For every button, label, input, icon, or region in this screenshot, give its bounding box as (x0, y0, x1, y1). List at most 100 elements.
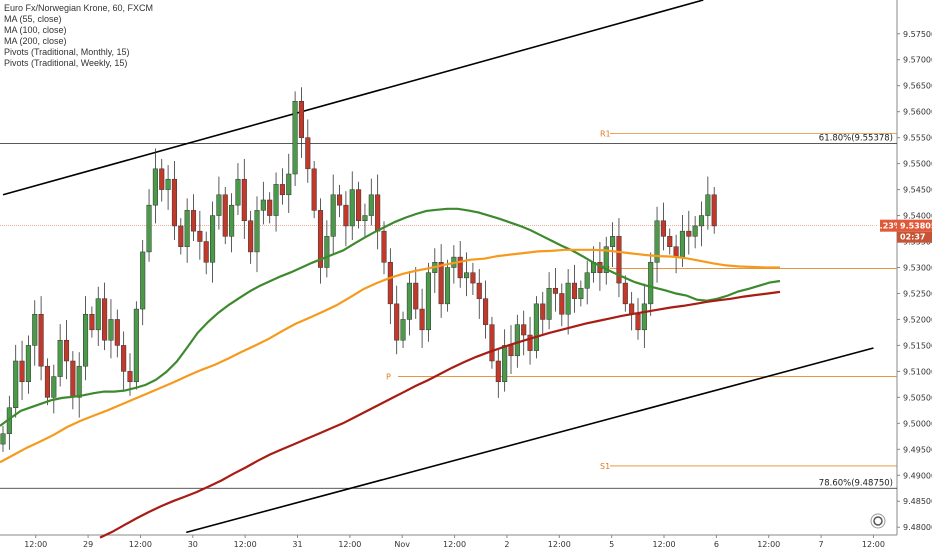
candle-down (190, 194, 197, 242)
ma200-line (99, 290, 781, 539)
x-tick-label: 31 (292, 540, 302, 549)
x-tick-label: 12:00 (129, 540, 152, 549)
candle-body (184, 210, 190, 247)
y-tick-label: 9.57500 (903, 30, 932, 39)
candle-body (483, 298, 489, 325)
candle-down (419, 288, 425, 349)
candle-body (533, 303, 539, 351)
candle-down (311, 161, 317, 219)
candle-down (305, 119, 311, 183)
candle-up (25, 335, 31, 394)
candle-body (83, 313, 89, 367)
logo-icon-inner (873, 516, 883, 526)
chart-legend: Euro Fx/Norwegian Krone, 60, FXCM MA (55… (4, 3, 153, 69)
candle-down (686, 210, 692, 255)
y-tick-label: 9.51500 (903, 341, 932, 350)
candle-body (559, 293, 565, 315)
candle-body (565, 282, 571, 315)
candle-body (63, 339, 70, 362)
candle-down (660, 202, 666, 251)
price-badge (897, 219, 932, 232)
candle-up (6, 395, 12, 450)
candle-body (95, 298, 101, 331)
x-tick-label: 7 (819, 540, 824, 549)
candle-up (698, 201, 705, 247)
y-tick-label: 9.55000 (903, 160, 932, 169)
candle-up (584, 260, 590, 305)
candle-body (521, 324, 527, 336)
candle-body (38, 313, 44, 367)
candle-down (508, 325, 514, 374)
candle-body (229, 204, 235, 237)
fib-786-label: 78.60%(9.48750) (819, 478, 893, 488)
candle-body (457, 256, 463, 279)
y-tick-label: 9.48000 (903, 523, 932, 532)
candle-body (343, 204, 349, 227)
y-tick-label: 9.50500 (903, 393, 932, 402)
y-tick-label: 9.57000 (903, 56, 932, 65)
channel-upper-line (2, 0, 704, 196)
x-tick-label: 12:00 (338, 540, 361, 549)
candle-body (584, 272, 590, 289)
candle-body (527, 334, 533, 351)
legend-ma55: MA (55, close) (4, 14, 62, 24)
candle-body (317, 210, 324, 268)
candle-body (419, 308, 425, 331)
candle-body (711, 194, 717, 227)
x-tick-label: 12:00 (548, 540, 571, 549)
candle-down (387, 248, 393, 325)
candle-body (692, 225, 698, 237)
x-tick-label: 12:00 (443, 540, 466, 549)
candle-down (629, 291, 635, 331)
candle-body (114, 319, 120, 346)
candle-body (546, 288, 552, 320)
y-tick-label: 9.56500 (903, 82, 932, 91)
candle-body (641, 303, 647, 331)
candle-body (0, 433, 6, 445)
candle-body (178, 225, 184, 247)
candle-down (559, 283, 565, 327)
candle-down (279, 168, 285, 205)
candle-body (210, 215, 216, 263)
candle-up (610, 222, 616, 267)
candle-up (502, 329, 508, 392)
candle-down (298, 87, 304, 158)
candle-up (229, 193, 235, 253)
candle-down (457, 241, 463, 288)
candle-down (121, 331, 127, 392)
candle-up (184, 198, 190, 263)
candle-up (57, 324, 63, 387)
candle-body (425, 272, 431, 331)
candle-body (146, 204, 152, 253)
legend-ma100: MA (100, close) (4, 25, 67, 35)
candle-up (368, 178, 374, 226)
x-tick-label: 30 (188, 540, 198, 549)
price-badge-text: 9.53805 (900, 222, 932, 231)
candle-body (305, 137, 311, 170)
candle-body (413, 282, 419, 310)
percent-badge-text: 0.23% (874, 222, 902, 231)
candle-up (32, 300, 38, 366)
fib-618-label: 61.80%(9.55378) (819, 133, 893, 143)
candle-down (159, 158, 165, 202)
candle-body (152, 168, 158, 206)
candle-down (394, 285, 400, 355)
candle-up (349, 171, 355, 240)
candle-down (470, 262, 476, 296)
x-tick-label: 12:00 (862, 540, 885, 549)
candle-down (673, 234, 679, 274)
candle-body (279, 184, 285, 196)
candle-body (89, 313, 95, 331)
candle-up (533, 296, 539, 359)
y-tick-label: 9.49000 (903, 471, 932, 480)
candle-body (514, 324, 520, 357)
candle-up (578, 280, 584, 307)
candle-body (464, 272, 470, 279)
logo-icon (870, 513, 886, 529)
candle-up (210, 201, 216, 283)
candle-body (381, 230, 387, 263)
x-tick-label: 6 (714, 540, 719, 549)
candle-body (603, 246, 609, 273)
candle-body (267, 199, 273, 216)
